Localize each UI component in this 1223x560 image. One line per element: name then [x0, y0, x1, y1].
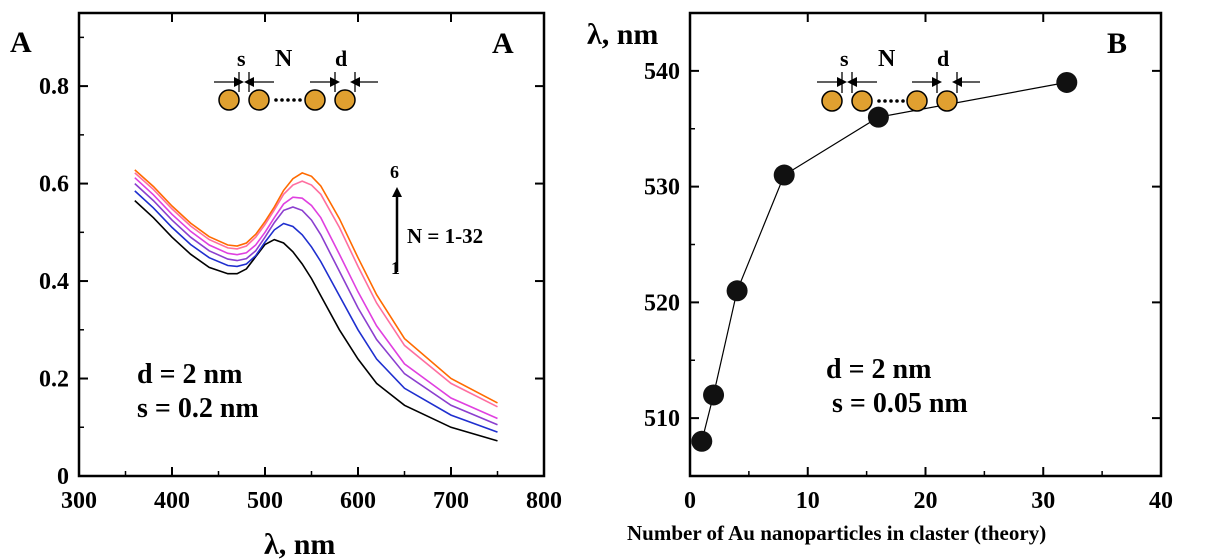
x-axis-label-b: Number of Au nanoparticles in claster (t… — [627, 521, 1046, 545]
nanoparticle-chain-schematic-b: s N d — [817, 46, 980, 112]
absorbance-curve-1 — [134, 200, 498, 442]
y-tick-label: 510 — [644, 406, 680, 432]
x-tick-label: 400 — [154, 488, 190, 514]
param-s-a: s = 0.2 nm — [137, 393, 259, 424]
schematic-label-d: d — [937, 46, 949, 71]
x-tick-label: 20 — [914, 488, 938, 514]
data-point — [773, 164, 795, 186]
schematic-label-d: d — [335, 46, 347, 71]
y-tick-label: 0.2 — [39, 367, 69, 393]
param-s-b: s = 0.05 nm — [832, 388, 968, 419]
x-tick-label: 10 — [796, 488, 820, 514]
absorbance-curve-2 — [134, 190, 498, 433]
absorbance-curve-3 — [134, 183, 498, 426]
y-tick-label: 540 — [644, 59, 680, 85]
nanoparticle-icon — [218, 89, 240, 111]
x-tick-label: 800 — [526, 488, 562, 514]
arrow-top-label: 6 — [390, 162, 399, 182]
y-tick-label: 0.6 — [39, 172, 69, 198]
y-axis-label-a: A — [10, 26, 32, 59]
data-point — [691, 430, 713, 452]
nanoparticle-icon — [851, 90, 873, 112]
panel-label-b: B — [1107, 27, 1127, 60]
y-ticks-b: 510 520 530 540 — [644, 59, 1161, 477]
nanoparticle-icon — [248, 89, 270, 111]
x-tick-label: 700 — [433, 488, 469, 514]
data-points-b — [691, 71, 1078, 452]
x-tick-label: 30 — [1031, 488, 1055, 514]
data-point — [726, 280, 748, 302]
y-tick-label: 0 — [57, 464, 69, 490]
data-point — [867, 106, 889, 128]
nanoparticle-icon — [936, 90, 958, 112]
y-tick-label: 530 — [644, 175, 680, 201]
series-lines-a — [134, 169, 498, 442]
y-tick-label: 520 — [644, 290, 680, 316]
x-tick-label: 600 — [340, 488, 376, 514]
nanoparticle-chain-schematic-a: s N d — [214, 46, 378, 111]
schematic-label-n: N — [275, 46, 293, 72]
y-axis-label-b: λ, nm — [587, 18, 658, 51]
arrow-n-label: N = 1-32 — [407, 224, 483, 248]
arrow-bottom-label: 1 — [391, 258, 400, 278]
nanoparticle-icon — [821, 90, 843, 112]
absorbance-curve-5 — [134, 172, 498, 408]
x-tick-label: 40 — [1149, 488, 1173, 514]
data-point — [703, 384, 725, 406]
schematic-label-s: s — [840, 46, 849, 71]
x-axis-label-a: λ, nm — [264, 528, 335, 560]
x-ticks-a: 300 400 500 600 700 800 — [61, 13, 562, 514]
schematic-label-n: N — [878, 46, 896, 72]
n-arrow-annotation: 6 1 N = 1-32 — [390, 162, 483, 278]
chart-panel-b: 0 10 20 30 40 510 520 530 540 λ, nm B Number of… — [587, 11, 1173, 545]
data-point — [1056, 71, 1078, 93]
panel-label-a: A — [492, 27, 514, 60]
x-tick-label: 0 — [684, 488, 696, 514]
param-d-a: d = 2 nm — [137, 359, 242, 390]
y-tick-label: 0.4 — [39, 269, 69, 295]
nanoparticle-icon — [304, 89, 326, 111]
nanoparticle-icon — [906, 90, 928, 112]
absorbance-curve-6 — [134, 169, 498, 404]
x-tick-label: 500 — [247, 488, 283, 514]
absorbance-curve-4 — [134, 177, 498, 420]
y-ticks-a: 0 0.2 0.4 0.6 0.8 — [39, 36, 544, 490]
nanoparticle-icon — [334, 89, 356, 111]
param-d-b: d = 2 nm — [826, 354, 931, 385]
schematic-label-s: s — [237, 46, 246, 71]
x-ticks-b: 0 10 20 30 40 — [684, 13, 1173, 514]
y-tick-label: 0.8 — [39, 74, 69, 100]
chart-panel-a: 300 400 500 600 700 800 0 0.2 0.4 0.6 0.8 A A λ, … — [10, 11, 562, 560]
x-tick-label: 300 — [61, 488, 97, 514]
